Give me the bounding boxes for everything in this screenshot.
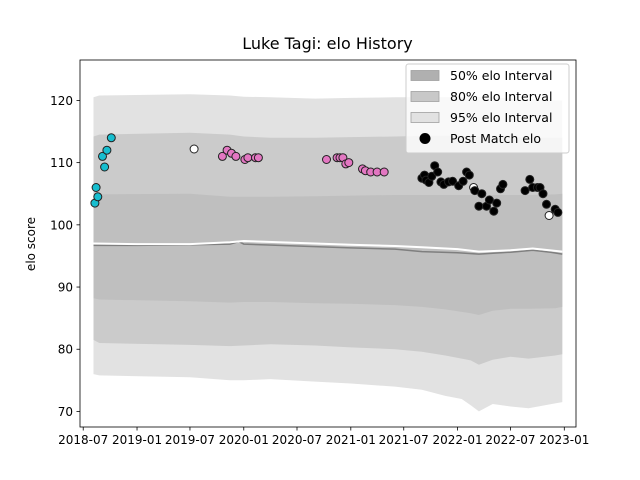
data-point (520, 186, 530, 196)
y-tick-label: 80 (58, 343, 73, 357)
x-tick-label: 2023-01 (539, 433, 589, 447)
data-point (458, 176, 468, 186)
data-point (542, 199, 551, 209)
x-tick-label: 2021-07 (379, 433, 429, 447)
x-tick-label: 2020-01 (219, 433, 269, 447)
legend-label: Post Match elo (450, 131, 541, 146)
data-point (253, 153, 263, 163)
x-tick-label: 2019-07 (165, 433, 215, 447)
legend-swatch (410, 70, 440, 81)
data-point (492, 198, 502, 208)
data-point (217, 151, 227, 161)
median-line (93, 240, 563, 255)
data-point (93, 192, 103, 202)
x-tick-label: 2021-01 (326, 433, 376, 447)
axes-frame (79, 59, 577, 428)
legend: 50% elo Interval 80% elo Interval 95% elo … (405, 63, 570, 154)
y-axis-label: elo score (24, 217, 38, 271)
y-tick-label: 70 (58, 405, 73, 419)
x-tick-label: 2020-07 (272, 433, 322, 447)
data-point (464, 170, 474, 180)
y-tick-label: 120 (50, 94, 73, 108)
data-point (100, 162, 110, 172)
data-point (189, 144, 199, 154)
data-point (243, 153, 253, 163)
legend-label: 50% elo Interval (450, 68, 552, 83)
x-tick-label: 2022-01 (432, 433, 482, 447)
series-3 (417, 161, 563, 217)
data-point (544, 211, 554, 220)
mean-line (93, 239, 563, 253)
x-tick-label: 2018-07 (58, 433, 108, 447)
data-point (102, 145, 112, 155)
y-tick-label: 90 (58, 281, 73, 295)
data-point (553, 207, 563, 217)
band-50 (93, 193, 563, 315)
legend-entry: 95% elo Interval (410, 110, 552, 125)
axes: 70 80 90 100 110 120 2018-07 2019-01 2019-07 2020… (50, 59, 589, 447)
data-point (433, 167, 443, 177)
series-2 (217, 145, 389, 177)
data-point (106, 133, 116, 143)
series-0 (90, 133, 116, 208)
data-point (379, 167, 389, 177)
data-point (525, 174, 535, 184)
data-point (91, 183, 101, 192)
chart-title: Luke Tagi: elo History (242, 34, 413, 53)
y-tick-label: 110 (50, 156, 73, 170)
x-tick-label: 2022-07 (485, 433, 535, 447)
data-point (322, 155, 331, 164)
legend-label: 80% elo Interval (450, 89, 552, 104)
data-point (489, 206, 499, 216)
data-point (474, 201, 484, 211)
data-point (498, 179, 508, 189)
legend-box (405, 63, 570, 154)
data-point (427, 171, 437, 181)
data-point (98, 151, 107, 161)
legend-entry: 80% elo Interval (410, 89, 552, 104)
y-tick-label: 100 (50, 218, 73, 232)
data-point (231, 151, 241, 161)
data-point (344, 158, 354, 168)
legend-entry: 50% elo Interval (410, 68, 552, 83)
plot-area (90, 94, 563, 412)
x-tick-label: 2019-01 (112, 433, 162, 447)
legend-label: 95% elo Interval (450, 110, 552, 125)
legend-entry: Post Match elo (419, 131, 541, 146)
legend-swatch (410, 91, 440, 102)
legend-marker (419, 133, 431, 144)
legend-swatch (410, 112, 440, 123)
data-point (484, 195, 494, 205)
data-point (538, 189, 548, 199)
data-point (448, 176, 458, 186)
data-point (477, 189, 487, 199)
